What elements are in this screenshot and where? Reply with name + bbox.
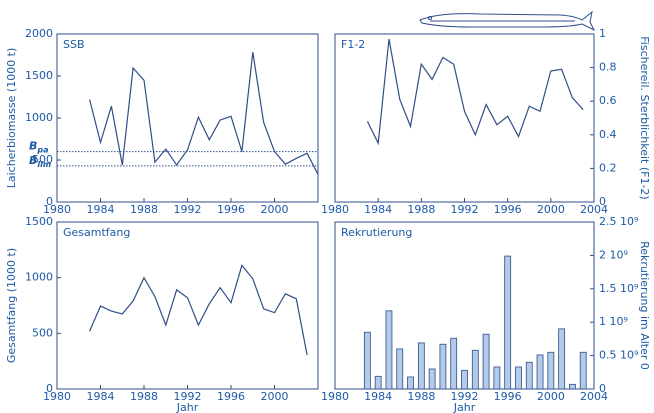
y-tick-label: 1 10⁹ [599,315,628,328]
x-tick-label: 1980 [321,203,349,216]
bar [483,334,489,389]
plot-frame [335,34,594,202]
reference-subscript: pa [36,145,48,154]
bar [408,377,414,389]
bar [451,338,457,389]
bar [440,344,446,389]
y-tick-label: 1000 [25,111,53,124]
panel-title: Gesamtfang [63,226,130,239]
x-tick-label: 1980 [321,390,349,403]
x-tick-label: 1984 [87,390,115,403]
chart: SSB1980198419881992199620000500100015002… [0,0,654,413]
y-tick-label: 1 [599,27,606,40]
panel-title: SSB [63,38,85,51]
x-tick-label: 1984 [87,203,115,216]
bar [580,352,586,389]
bar [494,367,500,389]
x-tick-label: 1996 [217,390,245,403]
y-tick-label: 2.5 10⁹ [599,215,638,228]
reference-symbol: B [29,154,37,167]
bar [418,343,424,389]
x-tick-label: 1996 [494,390,522,403]
data-line [90,265,308,355]
panel-title: Rekrutierung [341,226,412,239]
reference-symbol: B [29,140,37,153]
data-line [90,52,318,174]
x-tick-label: 2000 [537,390,565,403]
y-tick-label: 1.5 10⁹ [599,282,638,295]
x-tick-label: 1988 [407,203,435,216]
x-tick-label: 1992 [174,203,202,216]
bar [548,352,554,389]
y-tick-label: 0.2 [599,161,617,174]
bar [537,355,543,389]
reference-subscript: lim [37,159,51,168]
x-tick-label: 1988 [407,390,435,403]
y-tick-label: 0 [46,382,53,395]
bar [505,256,511,389]
x-tick-label: 1984 [364,203,392,216]
bar [462,370,468,389]
plot-frame [335,222,594,389]
x-axis-label: Jahr [176,401,199,413]
x-tick-label: 1992 [451,203,479,216]
y-tick-label: 2 10⁹ [599,248,628,261]
bar [375,376,381,389]
y-axis-label: Gesamtfang (1000 t) [5,248,18,363]
x-axis-label: Jahr [453,401,476,413]
bar [526,362,532,389]
y-tick-label: 2000 [25,27,53,40]
bar [397,349,403,389]
y-tick-label: 0.8 [599,61,617,74]
bar [569,384,575,389]
x-tick-label: 2000 [261,203,289,216]
bar [429,369,435,389]
bar [364,332,370,389]
y-tick-label: 500 [32,326,53,339]
y-axis-label: Fischereil. Sterblichkeit (F1-2) [638,36,651,199]
y-tick-label: 0 [599,382,606,395]
x-tick-label: 2000 [537,203,565,216]
x-tick-label: 1996 [217,203,245,216]
y-axis-label: Laicherbiomasse (1000 t) [5,48,18,189]
y-tick-label: 0.6 [599,94,617,107]
y-tick-label: 0 [46,195,53,208]
x-tick-label: 1996 [494,203,522,216]
data-line [367,39,583,143]
y-tick-label: 0.5 10⁹ [599,349,638,362]
bar [559,329,565,389]
x-tick-label: 2000 [261,390,289,403]
plot-frame [57,34,318,202]
y-tick-label: 0 [599,195,606,208]
y-tick-label: 1500 [25,69,53,82]
bar [472,350,478,389]
y-tick-label: 1000 [25,271,53,284]
y-axis-label: Rekrutierung im Alter 0 [638,241,651,370]
bar [386,311,392,389]
x-tick-label: 1988 [130,390,158,403]
y-tick-label: 0.4 [599,128,617,141]
bar [515,367,521,389]
x-tick-label: 1988 [130,203,158,216]
fish-icon [420,12,594,30]
reference-label: Bpa [29,140,49,155]
panel-title: F1-2 [341,38,365,51]
y-tick-label: 1500 [25,215,53,228]
x-tick-label: 1984 [364,390,392,403]
